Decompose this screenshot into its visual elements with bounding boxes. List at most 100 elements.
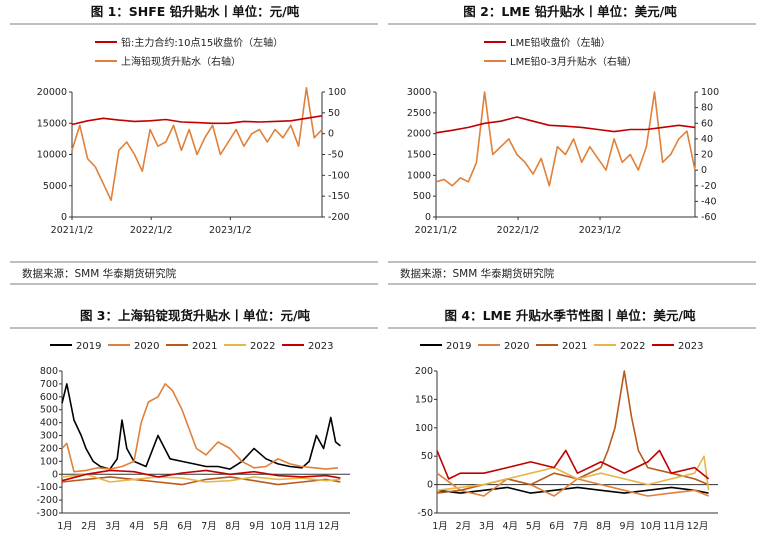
y-tick-label: 500 xyxy=(40,405,58,416)
right-tick-label: -40 xyxy=(701,196,717,207)
y-tick-label: 600 xyxy=(40,392,58,403)
legend-label-2: 上海铅现货升贴水（右轴） xyxy=(121,55,241,68)
legend-label-5: 2023 xyxy=(678,341,703,352)
y-tick-label: 800 xyxy=(40,366,58,377)
chart-1-plot: 铅:主力合约:10点15收盘价（左轴） 上海铅现货升贴水（右轴） 0 5000 1000… xyxy=(37,36,350,236)
x-tick-label: 7月 xyxy=(573,521,589,532)
right-tick-label: -20 xyxy=(701,181,717,192)
left-tick-label: 1000 xyxy=(407,170,431,181)
x-tick-label: 3月 xyxy=(479,521,495,532)
left-tick-label: 500 xyxy=(413,191,431,202)
left-tick-label: 20000 xyxy=(37,87,67,98)
chart-2-plot: LME铅收盘价（左轴） LME铅0-3月升贴水（右轴） 0 500 1000 1500 20… xyxy=(407,36,719,236)
legend-label-1: 铅:主力合约:10点15收盘价（左轴） xyxy=(121,36,283,49)
right-tick-label: 20 xyxy=(701,150,713,161)
x-tick-label: 2月 xyxy=(81,521,97,532)
series-line-2023 xyxy=(436,449,710,480)
right-tick-label: 60 xyxy=(701,118,713,129)
x-tick-label: 6月 xyxy=(549,521,565,532)
left-tick-label: 5000 xyxy=(43,181,67,192)
series-line-2022 xyxy=(61,473,341,483)
x-tick-label: 8月 xyxy=(596,521,612,532)
series-line-1 xyxy=(435,116,696,134)
chart-3-plot: 2019 2020 2021 2022 2023 800 700 600 500 400 30020… xyxy=(36,341,350,532)
left-tick-label: 1500 xyxy=(407,150,431,161)
legend-label-1: LME铅收盘价（左轴） xyxy=(510,36,611,49)
chart-panel-1: 图 1：SHFE 铅升贴水丨单位：元/吨 铅:主力合约:10点15收盘价（左轴）… xyxy=(10,4,378,285)
x-tick-label: 2021/1/2 xyxy=(51,225,94,236)
x-tick-label: 8月 xyxy=(225,521,241,532)
y-tick-label: -100 xyxy=(36,482,58,493)
right-tick-label: 80 xyxy=(701,103,713,114)
chart-2-title: 图 2：LME 铅升贴水丨单位：美元/吨 xyxy=(463,4,677,19)
y-tick-label: 400 xyxy=(40,418,58,429)
y-tick-label: 100 xyxy=(40,456,58,467)
x-tick-label: 1月 xyxy=(432,521,448,532)
y-tick-label: 100 xyxy=(415,423,433,434)
right-tick-label: -150 xyxy=(328,191,350,202)
x-tick-label: 11月 xyxy=(294,521,316,532)
series-line-2021 xyxy=(436,370,709,494)
legend-label-1: 2019 xyxy=(446,341,471,352)
right-tick-label: 0 xyxy=(701,165,707,176)
legend-label-4: 2022 xyxy=(620,341,645,352)
x-tick-label: 12月 xyxy=(318,521,340,532)
legend-label-5: 2023 xyxy=(308,341,333,352)
series-line-2022 xyxy=(436,455,710,492)
legend-label-2: 2020 xyxy=(504,341,529,352)
series-line-2021 xyxy=(61,476,341,486)
right-tick-label: -200 xyxy=(328,212,350,223)
y-tick-label: -200 xyxy=(36,495,58,506)
chart-2-source: 数据来源：SMM 华泰期货研究院 xyxy=(400,267,555,280)
left-tick-label: 10000 xyxy=(37,150,67,161)
legend-label-2: LME铅0-3月升贴水（右轴） xyxy=(510,55,637,68)
y-tick-label: 200 xyxy=(415,366,433,377)
chart-1-title: 图 1：SHFE 铅升贴水丨单位：元/吨 xyxy=(91,4,300,19)
right-tick-label: -100 xyxy=(328,170,350,181)
x-tick-label: 9月 xyxy=(249,521,265,532)
y-tick-label: -300 xyxy=(36,508,58,519)
left-tick-label: 0 xyxy=(61,212,67,223)
series-line-2020 xyxy=(61,383,339,473)
right-tick-label: 40 xyxy=(701,134,713,145)
left-tick-label: 2000 xyxy=(407,129,431,140)
x-tick-label: 4月 xyxy=(129,521,145,532)
series-line-2019 xyxy=(61,383,341,470)
chart-4-title: 图 4：LME 升贴水季节性图丨单位：美元/吨 xyxy=(445,308,696,323)
legend-label-4: 2022 xyxy=(250,341,275,352)
left-tick-label: 3000 xyxy=(407,87,431,98)
right-tick-label: 50 xyxy=(328,108,340,119)
chart-panel-2: 图 2：LME 铅升贴水丨单位：美元/吨 LME铅收盘价（左轴） LME铅0-3月… xyxy=(388,4,756,285)
y-tick-label: 0 xyxy=(52,469,58,480)
right-tick-label: -50 xyxy=(328,150,344,161)
x-tick-label: 10月 xyxy=(640,521,662,532)
left-tick-label: 2500 xyxy=(407,108,431,119)
series-line-2 xyxy=(71,87,323,202)
legend-label-2: 2020 xyxy=(134,341,159,352)
y-tick-label: 150 xyxy=(415,394,433,405)
y-tick-label: 50 xyxy=(421,451,433,462)
y-tick-label: 700 xyxy=(40,379,58,390)
legend-label-3: 2021 xyxy=(192,341,217,352)
series-line-2023 xyxy=(61,469,341,482)
chart-panel-3: 图 3：上海铅锭现货升贴水丨单位：元/吨 2019 2020 2021 2022 202… xyxy=(10,308,378,532)
y-tick-label: 200 xyxy=(40,443,58,454)
y-tick-label: 300 xyxy=(40,431,58,442)
left-tick-label: 0 xyxy=(425,212,431,223)
series-line-1 xyxy=(71,115,323,126)
legend-label-3: 2021 xyxy=(562,341,587,352)
x-tick-label: 7月 xyxy=(201,521,217,532)
x-tick-label: 9月 xyxy=(620,521,636,532)
x-tick-label: 5月 xyxy=(526,521,542,532)
right-tick-label: -60 xyxy=(701,212,717,223)
left-tick-label: 15000 xyxy=(37,118,67,129)
x-tick-label: 3月 xyxy=(105,521,121,532)
x-tick-label: 5月 xyxy=(153,521,169,532)
legend-label-1: 2019 xyxy=(76,341,101,352)
x-tick-label: 2023/1/2 xyxy=(579,225,622,236)
x-tick-label: 2021/1/2 xyxy=(415,225,458,236)
chart-panel-4: 图 4：LME 升贴水季节性图丨单位：美元/吨 2019 2020 2021 2022… xyxy=(388,308,756,532)
right-tick-label: 0 xyxy=(328,129,334,140)
x-tick-label: 2022/1/2 xyxy=(497,225,540,236)
